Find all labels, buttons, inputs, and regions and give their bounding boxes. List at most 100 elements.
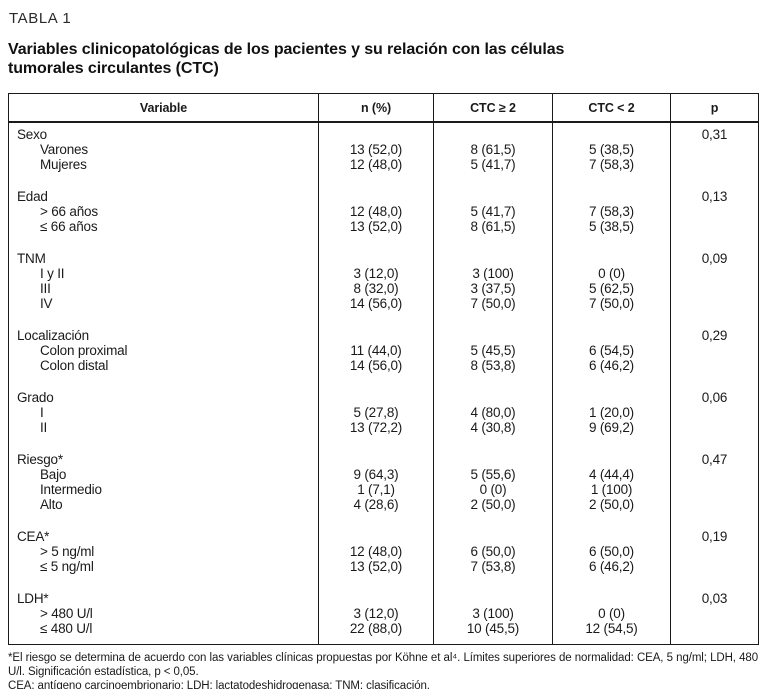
empty-cell	[433, 448, 553, 467]
spacer-cell	[671, 574, 759, 587]
footnote-abbreviations: CEA: antígeno carcinoembrionario; LDH: l…	[8, 680, 430, 689]
ctc-lt2-value: 6 (50,0)	[552, 544, 671, 559]
n-percent-value: 9 (64,3)	[318, 467, 434, 482]
spacer-cell	[671, 636, 759, 645]
table-row-colon-distal: Colon distal 14 (56,0) 8 (53,8) 6 (46,2)	[8, 358, 759, 373]
empty-cell	[552, 185, 671, 204]
empty-cell	[671, 296, 759, 311]
ctc-ge2-value: 7 (53,8)	[433, 559, 553, 574]
empty-cell	[433, 525, 553, 544]
empty-cell	[318, 185, 434, 204]
col-header-p: p	[670, 93, 759, 123]
empty-cell	[671, 343, 759, 358]
empty-cell	[671, 142, 759, 157]
ctc-lt2-value: 5 (38,5)	[552, 219, 671, 234]
ctc-ge2-value: 0 (0)	[433, 482, 553, 497]
spacer-cell	[671, 512, 759, 525]
empty-cell	[671, 621, 759, 636]
empty-cell	[433, 587, 553, 606]
table-row-colon-proximal: Colon proximal 11 (44,0) 5 (45,5) 6 (54,5)	[8, 343, 759, 358]
row-label: > 480 U/l	[8, 606, 319, 621]
empty-cell	[552, 448, 671, 467]
empty-cell	[433, 185, 553, 204]
ctc-lt2-value: 6 (46,2)	[552, 358, 671, 373]
spacer-cell	[318, 435, 434, 448]
empty-cell	[318, 587, 434, 606]
spacer-cell	[433, 373, 553, 386]
empty-cell	[552, 386, 671, 405]
ctc-lt2-value: 5 (62,5)	[552, 281, 671, 296]
ctc-ge2-value: 4 (30,8)	[433, 420, 553, 435]
empty-cell	[318, 247, 434, 266]
group-header-row-localizaci-n: Localización 0,29	[8, 324, 759, 343]
n-percent-value: 13 (52,0)	[318, 142, 434, 157]
group-spacer-row	[8, 512, 759, 525]
n-percent-value: 12 (48,0)	[318, 157, 434, 172]
ctc-ge2-value: 4 (80,0)	[433, 405, 553, 420]
ctc-ge2-value: 8 (61,5)	[433, 219, 553, 234]
spacer-cell	[318, 574, 434, 587]
empty-cell	[671, 420, 759, 435]
ctc-ge2-value: 2 (50,0)	[433, 497, 553, 512]
table-row-i-y-ii: I y II 3 (12,0) 3 (100) 0 (0)	[8, 266, 759, 281]
table-row-480-u-l: > 480 U/l 3 (12,0) 3 (100) 0 (0)	[8, 606, 759, 621]
spacer-cell	[671, 373, 759, 386]
empty-cell	[552, 324, 671, 343]
empty-cell	[433, 122, 553, 142]
row-label: II	[8, 420, 319, 435]
empty-cell	[671, 219, 759, 234]
table-row-intermedio: Intermedio 1 (7,1) 0 (0) 1 (100)	[8, 482, 759, 497]
row-label: Varones	[8, 142, 319, 157]
spacer-cell	[552, 435, 671, 448]
group-header-row-grado: Grado 0,06	[8, 386, 759, 405]
ctc-lt2-value: 0 (0)	[552, 606, 671, 621]
spacer-cell	[552, 512, 671, 525]
spacer-cell	[433, 435, 553, 448]
n-percent-value: 4 (28,6)	[318, 497, 434, 512]
spacer-cell	[552, 373, 671, 386]
table-title: Variables clinicopatológicas de los paci…	[8, 41, 565, 77]
row-label: ≤ 66 años	[8, 219, 319, 234]
group-spacer-row	[8, 574, 759, 587]
spacer-cell	[8, 373, 319, 386]
col-header-ctc-lt-2: CTC < 2	[552, 93, 671, 123]
group-label: Sexo	[8, 122, 319, 142]
group-spacer-row	[8, 311, 759, 324]
p-value: 0,31	[701, 127, 728, 142]
empty-cell	[671, 405, 759, 420]
table-row-mujeres: Mujeres 12 (48,0) 5 (41,7) 7 (58,3)	[8, 157, 759, 172]
ctc-lt2-value: 5 (38,5)	[552, 142, 671, 157]
spacer-cell	[433, 512, 553, 525]
group-label: CEA*	[8, 525, 319, 544]
empty-cell	[671, 606, 759, 621]
n-percent-value: 22 (88,0)	[318, 621, 434, 636]
group-spacer-row	[8, 234, 759, 247]
row-label: ≤ 480 U/l	[8, 621, 319, 636]
table-body: Sexo 0,31 Varones 13 (52,0) 8 (61,5) 5 (38,5)…	[8, 122, 759, 645]
ctc-lt2-value: 7 (58,3)	[552, 157, 671, 172]
spacer-cell	[8, 234, 319, 247]
ctc-ge2-value: 5 (55,6)	[433, 467, 553, 482]
n-percent-value: 3 (12,0)	[318, 266, 434, 281]
spacer-cell	[552, 234, 671, 247]
ctc-ge2-value: 3 (100)	[433, 606, 553, 621]
ctc-lt2-value: 12 (54,5)	[552, 621, 671, 636]
n-percent-value: 13 (52,0)	[318, 559, 434, 574]
ctc-lt2-value: 9 (69,2)	[552, 420, 671, 435]
spacer-cell	[671, 311, 759, 324]
p-value: 0,09	[701, 251, 728, 266]
ctc-ge2-value: 5 (41,7)	[433, 157, 553, 172]
row-label: IV	[8, 296, 319, 311]
ctc-lt2-value: 7 (58,3)	[552, 204, 671, 219]
empty-cell	[671, 157, 759, 172]
table-row-480-u-l: ≤ 480 U/l 22 (88,0) 10 (45,5) 12 (54,5)	[8, 621, 759, 636]
spacer-cell	[552, 636, 671, 645]
n-percent-value: 8 (32,0)	[318, 281, 434, 296]
spacer-cell	[433, 636, 553, 645]
group-label: Localización	[8, 324, 319, 343]
table-row-66-a-os: ≤ 66 años 13 (52,0) 8 (61,5) 5 (38,5)	[8, 219, 759, 234]
empty-cell	[433, 386, 553, 405]
ctc-lt2-value: 0 (0)	[552, 266, 671, 281]
row-label: Colon distal	[8, 358, 319, 373]
